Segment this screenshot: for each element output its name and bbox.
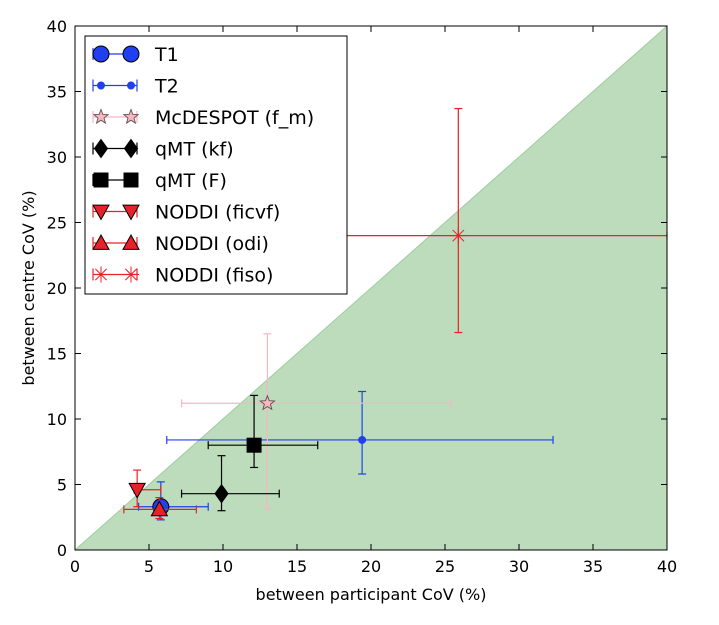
marker-star-x-spoke <box>124 268 138 281</box>
data-point-noddi-ficvf <box>128 469 162 508</box>
legend-entry: NODDI (odi) <box>92 233 269 255</box>
marker-diamond <box>214 483 229 504</box>
x-tick-label: 40 <box>657 557 677 576</box>
identity-line <box>74 25 668 551</box>
data-point-qmt-f <box>207 394 319 469</box>
x-tick-label: 20 <box>361 557 381 576</box>
marker-star-x <box>93 266 109 283</box>
marker-circle <box>122 45 140 63</box>
y-tick-label: 20 <box>47 279 67 298</box>
y-tick-label: 5 <box>57 476 67 495</box>
data-point-t2 <box>166 390 554 475</box>
marker-triangle-down <box>128 482 147 499</box>
data-point-noddi-odi <box>123 497 197 520</box>
marker-square <box>123 172 139 188</box>
legend-entry: NODDI (fiso) <box>92 265 273 287</box>
marker-circle <box>127 81 135 90</box>
y-tick-label: 25 <box>47 214 67 233</box>
legend-entry: T2 <box>92 76 179 98</box>
data-point-qmt-kf <box>180 455 280 512</box>
x-tick-label: 10 <box>213 557 233 576</box>
x-tick-label: 5 <box>144 557 154 576</box>
marker-star <box>259 394 276 411</box>
marker-star-x <box>450 227 467 244</box>
y-tick-label: 15 <box>47 345 67 364</box>
x-tick-label: 15 <box>287 557 307 576</box>
marker-diamond <box>123 138 139 159</box>
marker-star-x-spoke <box>452 229 465 242</box>
marker-triangle-down <box>122 204 140 221</box>
y-tick-label: 10 <box>47 410 67 429</box>
x-tick-label: 25 <box>435 557 455 576</box>
y-tick-label: 35 <box>47 83 67 102</box>
x-tick-label: 30 <box>509 557 529 576</box>
y-axis-label: between centre CoV (%) <box>19 190 38 385</box>
y-tick-label: 30 <box>47 148 67 167</box>
legend-entry: McDESPOT (f_m) <box>92 107 314 129</box>
marker-star-x <box>123 266 139 283</box>
y-tick-label: 0 <box>57 541 67 560</box>
marker-star <box>122 108 140 125</box>
legend-label: NODDI (ficvf) <box>155 202 280 224</box>
legend-label: McDESPOT (f_m) <box>155 107 314 129</box>
legend-entry: qMT (F) <box>92 170 227 192</box>
marker-circle <box>97 81 105 90</box>
marker-square <box>93 172 109 188</box>
marker-triangle-up <box>150 500 169 517</box>
marker-circle <box>358 435 367 444</box>
legend-entry: T1 <box>92 44 179 66</box>
legend-label: T2 <box>154 76 179 98</box>
legend-box <box>84 35 348 295</box>
marker-triangle-down <box>92 204 110 221</box>
y-tick-label: 40 <box>47 17 67 36</box>
x-tick-label: 35 <box>583 557 603 576</box>
marker-diamond <box>93 138 109 159</box>
x-tick-label: 0 <box>70 557 80 576</box>
x-axis-label: between participant CoV (%) <box>256 585 487 604</box>
marker-star <box>92 108 110 125</box>
legend-label: T1 <box>154 44 179 66</box>
marker-circle <box>92 45 110 63</box>
data-point-mcdespot-f-m <box>180 333 452 510</box>
legend-entry: qMT (kf) <box>92 138 234 161</box>
legend-label: NODDI (odi) <box>155 233 269 255</box>
legend-label: qMT (F) <box>155 170 227 192</box>
legend-entry: NODDI (ficvf) <box>92 202 280 224</box>
marker-square <box>246 437 262 453</box>
marker-star-x-spoke <box>94 268 108 281</box>
legend-label: NODDI (fiso) <box>155 265 273 287</box>
legend: T1 T2 McDESPOT (f_m) qMT (kf) qMT (F) NODDI (… <box>84 35 348 295</box>
legend-label: qMT (kf) <box>155 139 234 161</box>
marker-triangle-up <box>122 233 140 250</box>
marker-triangle-up <box>92 233 110 250</box>
